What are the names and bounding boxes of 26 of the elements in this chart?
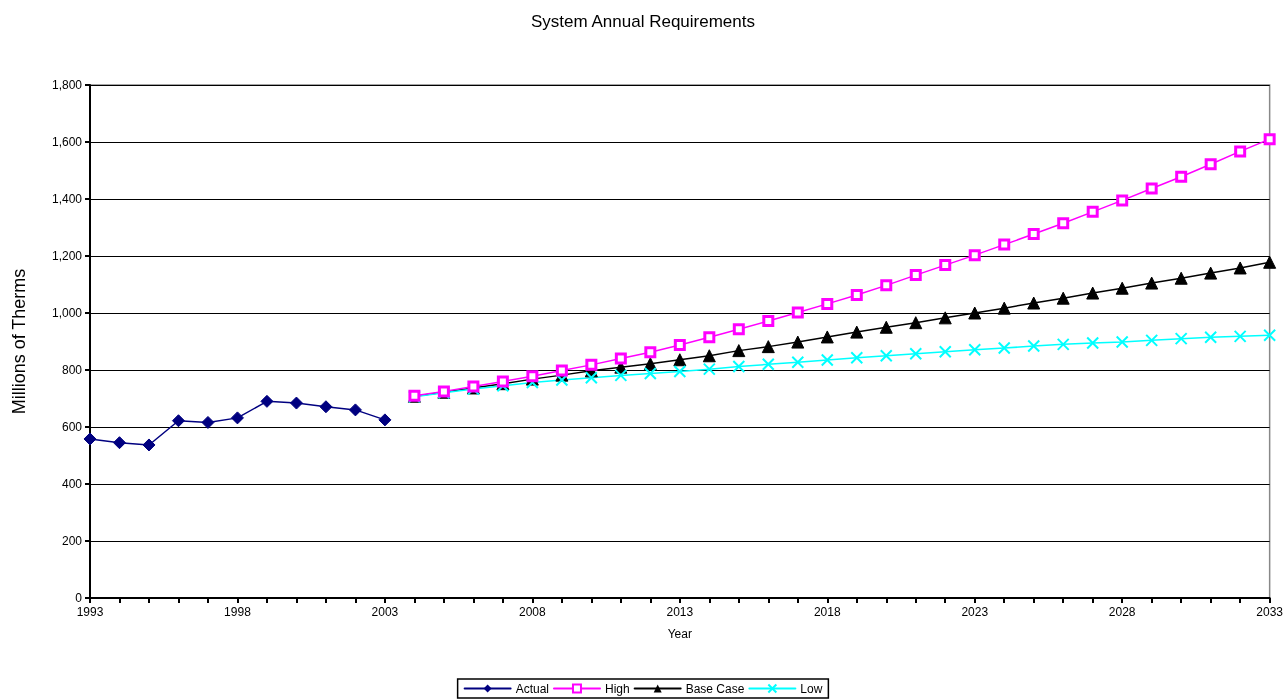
y-tick-label: 1,800 bbox=[51, 78, 83, 92]
x-axis-title: Year bbox=[667, 627, 692, 641]
chart-title: System Annual Requirements bbox=[531, 12, 755, 31]
y-tick-label: 1,000 bbox=[51, 306, 83, 320]
x-tick-label: 2028 bbox=[1108, 605, 1136, 619]
x-tick-label: 1993 bbox=[76, 605, 104, 619]
legend-label: Base Case bbox=[685, 681, 745, 696]
x-tick-label: 2023 bbox=[961, 605, 989, 619]
y-tick-label: 1,200 bbox=[51, 249, 83, 263]
legend-label: High bbox=[604, 681, 630, 696]
y-tick-label: 800 bbox=[61, 363, 83, 377]
x-tick-label: 2003 bbox=[371, 605, 399, 619]
legend-label: Actual bbox=[515, 681, 549, 696]
legend-label: Low bbox=[800, 681, 823, 696]
x-tick-label: 2018 bbox=[813, 605, 841, 619]
y-tick-label: 600 bbox=[61, 420, 83, 434]
x-tick-label: 2033 bbox=[1256, 605, 1284, 619]
y-tick-label: 1,600 bbox=[51, 135, 83, 149]
x-tick-label: 2013 bbox=[666, 605, 694, 619]
y-axis-title: Millions of Therms bbox=[9, 268, 29, 415]
y-tick-label: 1,400 bbox=[51, 192, 83, 206]
y-tick-label: 400 bbox=[61, 477, 83, 491]
y-tick-label: 0 bbox=[75, 591, 83, 605]
y-tick-label: 200 bbox=[61, 534, 83, 548]
x-tick-label: 2008 bbox=[519, 605, 547, 619]
x-tick-label: 1998 bbox=[224, 605, 252, 619]
